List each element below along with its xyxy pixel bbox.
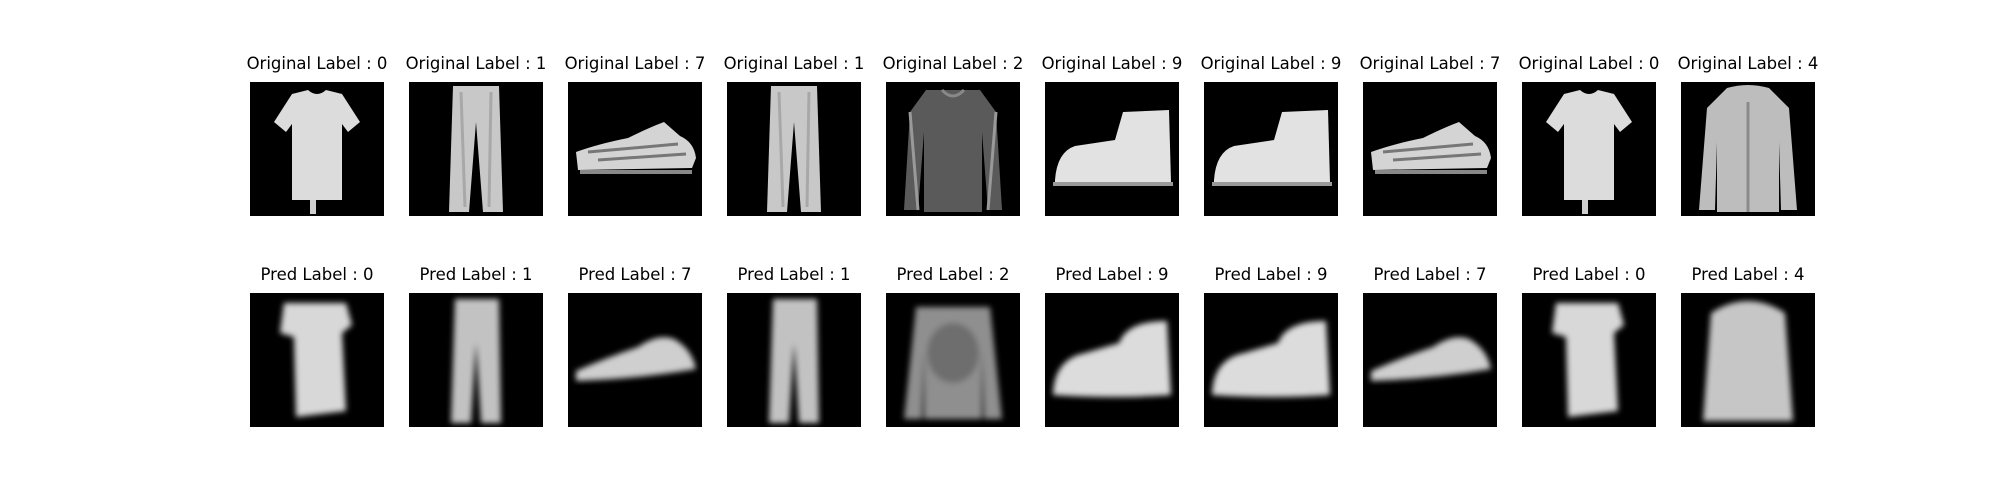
coat-icon [1681,293,1815,427]
original-label-title: Original Label : 9 [1200,54,1342,73]
trouser-icon [727,293,861,427]
pred-label-title: Pred Label : 1 [737,265,851,284]
pred-image [1522,293,1656,427]
pred-cell: Pred Label : 7 [568,265,702,455]
original-image [1045,82,1179,216]
pred-label-title: Pred Label : 0 [260,265,374,284]
trouser-icon [409,82,543,216]
pred-cell: Pred Label : 1 [409,265,543,455]
ankle-boot-icon [1204,82,1338,216]
pred-label-title: Pred Label : 2 [896,265,1010,284]
pred-cell: Pred Label : 1 [727,265,861,455]
original-image [1363,82,1497,216]
pred-image [250,293,384,427]
pullover-icon [886,82,1020,216]
original-image [250,82,384,216]
original-label-title: Original Label : 9 [1041,54,1183,73]
pred-image [409,293,543,427]
pred-row: Pred Label : 0 Pred Label : 1 Pred Label… [250,265,1815,455]
pred-image [1204,293,1338,427]
pred-label-title: Pred Label : 1 [419,265,533,284]
original-cell: Original Label : 9 [1201,54,1341,244]
sneaker-icon [1363,82,1497,216]
original-cell: Original Label : 7 [565,54,705,244]
pred-cell: Pred Label : 4 [1681,265,1815,455]
pred-label-title: Pred Label : 0 [1532,265,1646,284]
pred-cell: Pred Label : 0 [1522,265,1656,455]
pullover-icon [886,293,1020,427]
sneaker-icon [568,293,702,427]
original-cell: Original Label : 0 [1519,54,1659,244]
trouser-icon [727,82,861,216]
pred-label-title: Pred Label : 9 [1214,265,1328,284]
pred-image [1045,293,1179,427]
pred-cell: Pred Label : 0 [250,265,384,455]
original-label-title: Original Label : 1 [723,54,865,73]
original-label-title: Original Label : 0 [1518,54,1660,73]
original-label-title: Original Label : 0 [246,54,388,73]
original-cell: Original Label : 7 [1360,54,1500,244]
tshirt-icon [1522,82,1656,216]
tshirt-icon [250,82,384,216]
original-image [409,82,543,216]
tshirt-icon [250,293,384,427]
pred-image [1363,293,1497,427]
original-cell: Original Label : 9 [1042,54,1182,244]
pred-label-title: Pred Label : 7 [1373,265,1487,284]
original-image [727,82,861,216]
pred-image [1681,293,1815,427]
original-label-title: Original Label : 1 [405,54,547,73]
ankle-boot-icon [1204,293,1338,427]
original-label-title: Original Label : 7 [1359,54,1501,73]
original-cell: Original Label : 2 [883,54,1023,244]
original-image [1204,82,1338,216]
sneaker-icon [568,82,702,216]
ankle-boot-icon [1045,293,1179,427]
pred-cell: Pred Label : 9 [1045,265,1179,455]
coat-icon [1681,82,1815,216]
original-row: Original Label : 0 Original Label : 1 Or… [247,54,1818,244]
pred-label-title: Pred Label : 7 [578,265,692,284]
pred-cell: Pred Label : 9 [1204,265,1338,455]
original-image [1522,82,1656,216]
original-cell: Original Label : 1 [406,54,546,244]
trouser-icon [409,293,543,427]
original-cell: Original Label : 1 [724,54,864,244]
original-cell: Original Label : 0 [247,54,387,244]
pred-label-title: Pred Label : 9 [1055,265,1169,284]
pred-cell: Pred Label : 7 [1363,265,1497,455]
pred-cell: Pred Label : 2 [886,265,1020,455]
original-label-title: Original Label : 7 [564,54,706,73]
original-label-title: Original Label : 4 [1677,54,1819,73]
tshirt-icon [1522,293,1656,427]
pred-label-title: Pred Label : 4 [1691,265,1805,284]
original-image [886,82,1020,216]
original-image [1681,82,1815,216]
ankle-boot-icon [1045,82,1179,216]
original-image [568,82,702,216]
pred-image [568,293,702,427]
pred-image [727,293,861,427]
pred-image [886,293,1020,427]
original-cell: Original Label : 4 [1678,54,1818,244]
original-label-title: Original Label : 2 [882,54,1024,73]
sneaker-icon [1363,293,1497,427]
